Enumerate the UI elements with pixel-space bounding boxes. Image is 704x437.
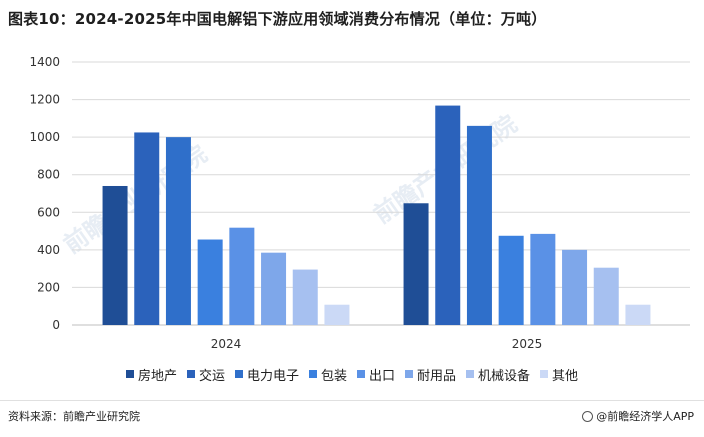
y-tick-label: 1200 (29, 93, 60, 107)
legend-item: 耐用品 (405, 365, 457, 384)
legend-label: 房地产 (137, 368, 177, 384)
legend-label: 出口 (369, 368, 396, 384)
y-tick-label: 0 (52, 318, 60, 332)
y-tick-label: 600 (37, 205, 60, 219)
brand-credit: @前瞻经济学人APP (582, 408, 694, 424)
chart-title: 图表10：2024-2025年中国电解铝下游应用领域消费分布情况（单位：万吨） (8, 10, 547, 28)
bar-包装-2024 (197, 239, 223, 325)
y-tick-label: 400 (37, 243, 60, 257)
legend-swatch (357, 370, 365, 378)
bar-耐用品-2024 (261, 252, 287, 325)
bar-其他-2024 (324, 304, 350, 325)
bar-机械设备-2024 (292, 269, 318, 325)
chart-legend: 房地产 交运 电力电子 包装 出口 耐用品 机械设备 其他 (0, 365, 704, 384)
source-note: 资料来源：前瞻产业研究院 (8, 410, 140, 423)
footer-divider (0, 400, 704, 401)
bar-其他-2025 (625, 304, 651, 325)
bar-出口-2025 (530, 233, 556, 325)
legend-swatch (308, 370, 317, 378)
bar-包装-2025 (498, 235, 524, 325)
x-tick-label: 2025 (512, 337, 543, 351)
legend-swatch (186, 370, 195, 378)
legend-swatch (125, 370, 134, 378)
legend-item: 包装 (308, 365, 347, 384)
bar-电力电子-2025 (466, 125, 492, 325)
legend-item: 其他 (540, 365, 579, 384)
y-tick-label: 800 (37, 168, 60, 182)
bar-chart: 0 200 400 600 800 1000 1200 1400 2024 2025 (29, 55, 690, 351)
legend-swatch (234, 370, 243, 378)
bar-机械设备-2025 (593, 267, 619, 325)
y-tick-label: 1000 (29, 130, 60, 144)
legend-label: 电力电子 (246, 368, 299, 384)
bar-出口-2024 (229, 227, 255, 325)
bar-房地产-2025 (403, 203, 429, 325)
brand-text: @前瞻经济学人APP (596, 410, 694, 423)
y-tick-label: 200 (37, 280, 60, 294)
legend-item: 房地产 (125, 365, 177, 384)
x-tick-label: 2024 (211, 337, 242, 351)
legend-label: 包装 (320, 368, 347, 384)
legend-item: 电力电子 (234, 365, 299, 384)
legend-item: 交运 (186, 365, 225, 384)
bar-房地产-2024 (102, 185, 128, 325)
legend-label: 机械设备 (478, 368, 531, 384)
y-tick-label: 1400 (29, 55, 60, 69)
bar-耐用品-2025 (562, 249, 588, 325)
bar-电力电子-2024 (165, 137, 191, 325)
legend-item: 出口 (357, 365, 396, 384)
legend-swatch (466, 370, 475, 378)
bar-交运-2024 (134, 132, 160, 325)
legend-label: 其他 (552, 368, 579, 384)
legend-swatch (405, 370, 414, 378)
bar-交运-2025 (435, 105, 461, 325)
legend-item: 机械设备 (466, 365, 531, 384)
legend-label: 耐用品 (417, 368, 457, 384)
legend-label: 交运 (198, 368, 225, 384)
brand-logo-icon (582, 410, 594, 422)
legend-swatch (540, 370, 549, 378)
